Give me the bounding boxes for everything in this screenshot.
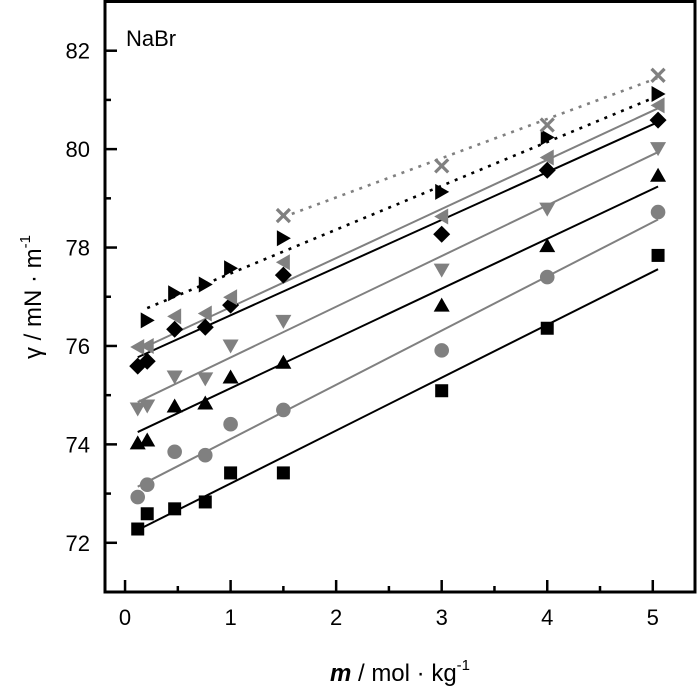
series-6-point	[223, 289, 238, 306]
x-tick-label: 5	[647, 605, 659, 630]
series-6-point	[139, 337, 154, 354]
y-tick-label: 78	[66, 236, 90, 261]
y-axis-title: γ / mN · m-1	[17, 235, 47, 359]
series-1-fit-line	[137, 268, 659, 531]
y-axis-unit: / mN · m	[20, 248, 47, 347]
series-4-point	[139, 399, 156, 414]
series-4-point	[129, 402, 146, 417]
series-7-point	[168, 285, 183, 302]
series-5-point	[138, 352, 156, 370]
series-6-point	[167, 308, 182, 325]
series-2-point	[539, 269, 555, 285]
series-7-point	[276, 230, 291, 247]
y-tick-label: 72	[66, 531, 90, 556]
series-3-point	[275, 354, 292, 369]
series-5-point	[166, 320, 184, 338]
series-3-point	[539, 238, 556, 253]
x-axis-unit: / mol · kg	[351, 660, 456, 687]
series-6-point	[275, 254, 290, 271]
series-3-point	[166, 398, 183, 413]
data-markers	[129, 67, 667, 536]
plot-frame	[103, 0, 697, 594]
series-6-point	[197, 305, 212, 322]
y-tick-label: 76	[66, 334, 90, 359]
series-4-point	[222, 339, 239, 354]
series-8-point	[434, 158, 450, 174]
series-7-point	[140, 312, 155, 329]
series-1-point	[168, 502, 182, 516]
series-5-point	[274, 266, 292, 284]
annotation-label: NaBr	[126, 26, 176, 51]
series-1-point	[198, 495, 212, 509]
series-3-point	[197, 395, 214, 410]
series-1-point	[435, 384, 449, 398]
series-6-point	[434, 208, 449, 225]
series-3-fit-line	[137, 185, 659, 433]
x-tick-label: 0	[119, 605, 131, 630]
series-4-point	[539, 202, 556, 217]
series-6-fit-line	[137, 107, 659, 352]
y-axis-symbol: γ	[20, 347, 47, 359]
series-7-point	[435, 183, 450, 200]
series-7-point	[651, 86, 666, 103]
x-axis-title: m / mol · kg-1	[330, 657, 470, 687]
series-2-point	[139, 477, 155, 493]
series-1-point	[276, 466, 290, 480]
series-5-point	[649, 111, 667, 129]
series-2-point	[167, 444, 182, 460]
series-3-point	[222, 369, 239, 384]
series-3-point	[650, 167, 667, 182]
series-1-point	[540, 321, 554, 335]
x-tick-label: 3	[436, 605, 448, 630]
series-2-point	[650, 204, 666, 220]
x-axis-unit-exponent: -1	[457, 657, 470, 674]
series-2-point	[197, 447, 213, 463]
y-tick-label: 80	[66, 137, 90, 162]
series-7-point	[224, 260, 239, 277]
x-axis-symbol: m	[330, 660, 351, 687]
x-tick-labels: 0 1 2 3 4 5	[119, 605, 659, 630]
series-6-point	[650, 97, 665, 114]
series-7-point	[540, 129, 555, 146]
series-2-point	[276, 402, 291, 418]
series-8-point	[650, 67, 666, 83]
series-8-point	[275, 207, 292, 224]
series-7-point	[198, 276, 213, 293]
x-tick-label: 1	[224, 605, 236, 630]
series-3-point	[139, 432, 156, 447]
series-1-point	[140, 507, 154, 521]
series-1-point	[651, 248, 665, 262]
series-5-point	[433, 225, 451, 243]
series-4-point	[433, 263, 450, 278]
series-4-point	[197, 372, 214, 387]
series-8-point	[539, 117, 555, 133]
series-1-point	[224, 466, 238, 480]
y-tick-label: 82	[66, 39, 90, 64]
series-3-point	[433, 297, 450, 312]
series-1-point	[131, 522, 145, 536]
series-2-point	[434, 343, 449, 358]
series-2-fit-line	[137, 218, 659, 488]
series-2-point	[223, 416, 238, 432]
series-5-fit-line	[137, 121, 659, 359]
series-2-point	[130, 489, 146, 505]
series-4-point	[275, 314, 292, 329]
series-4-fit-line	[137, 151, 659, 403]
y-tick-labels: 72 74 76 78 80 82	[66, 39, 90, 556]
x-tick-label: 2	[330, 605, 342, 630]
series-7-fit-line	[146, 94, 659, 310]
y-axis-unit-exponent: -1	[17, 235, 34, 248]
y-tick-label: 74	[66, 432, 90, 457]
series-6-point	[130, 338, 145, 355]
fit-lines	[137, 76, 659, 531]
axis-ticks	[105, 49, 655, 592]
series-8-fit-line	[282, 76, 659, 219]
x-tick-label: 4	[541, 605, 553, 630]
series-4-point	[166, 370, 183, 385]
series-4-point	[650, 142, 667, 157]
series-5-point	[196, 318, 214, 336]
series-6-point	[539, 149, 554, 166]
series-5-point	[538, 161, 556, 179]
